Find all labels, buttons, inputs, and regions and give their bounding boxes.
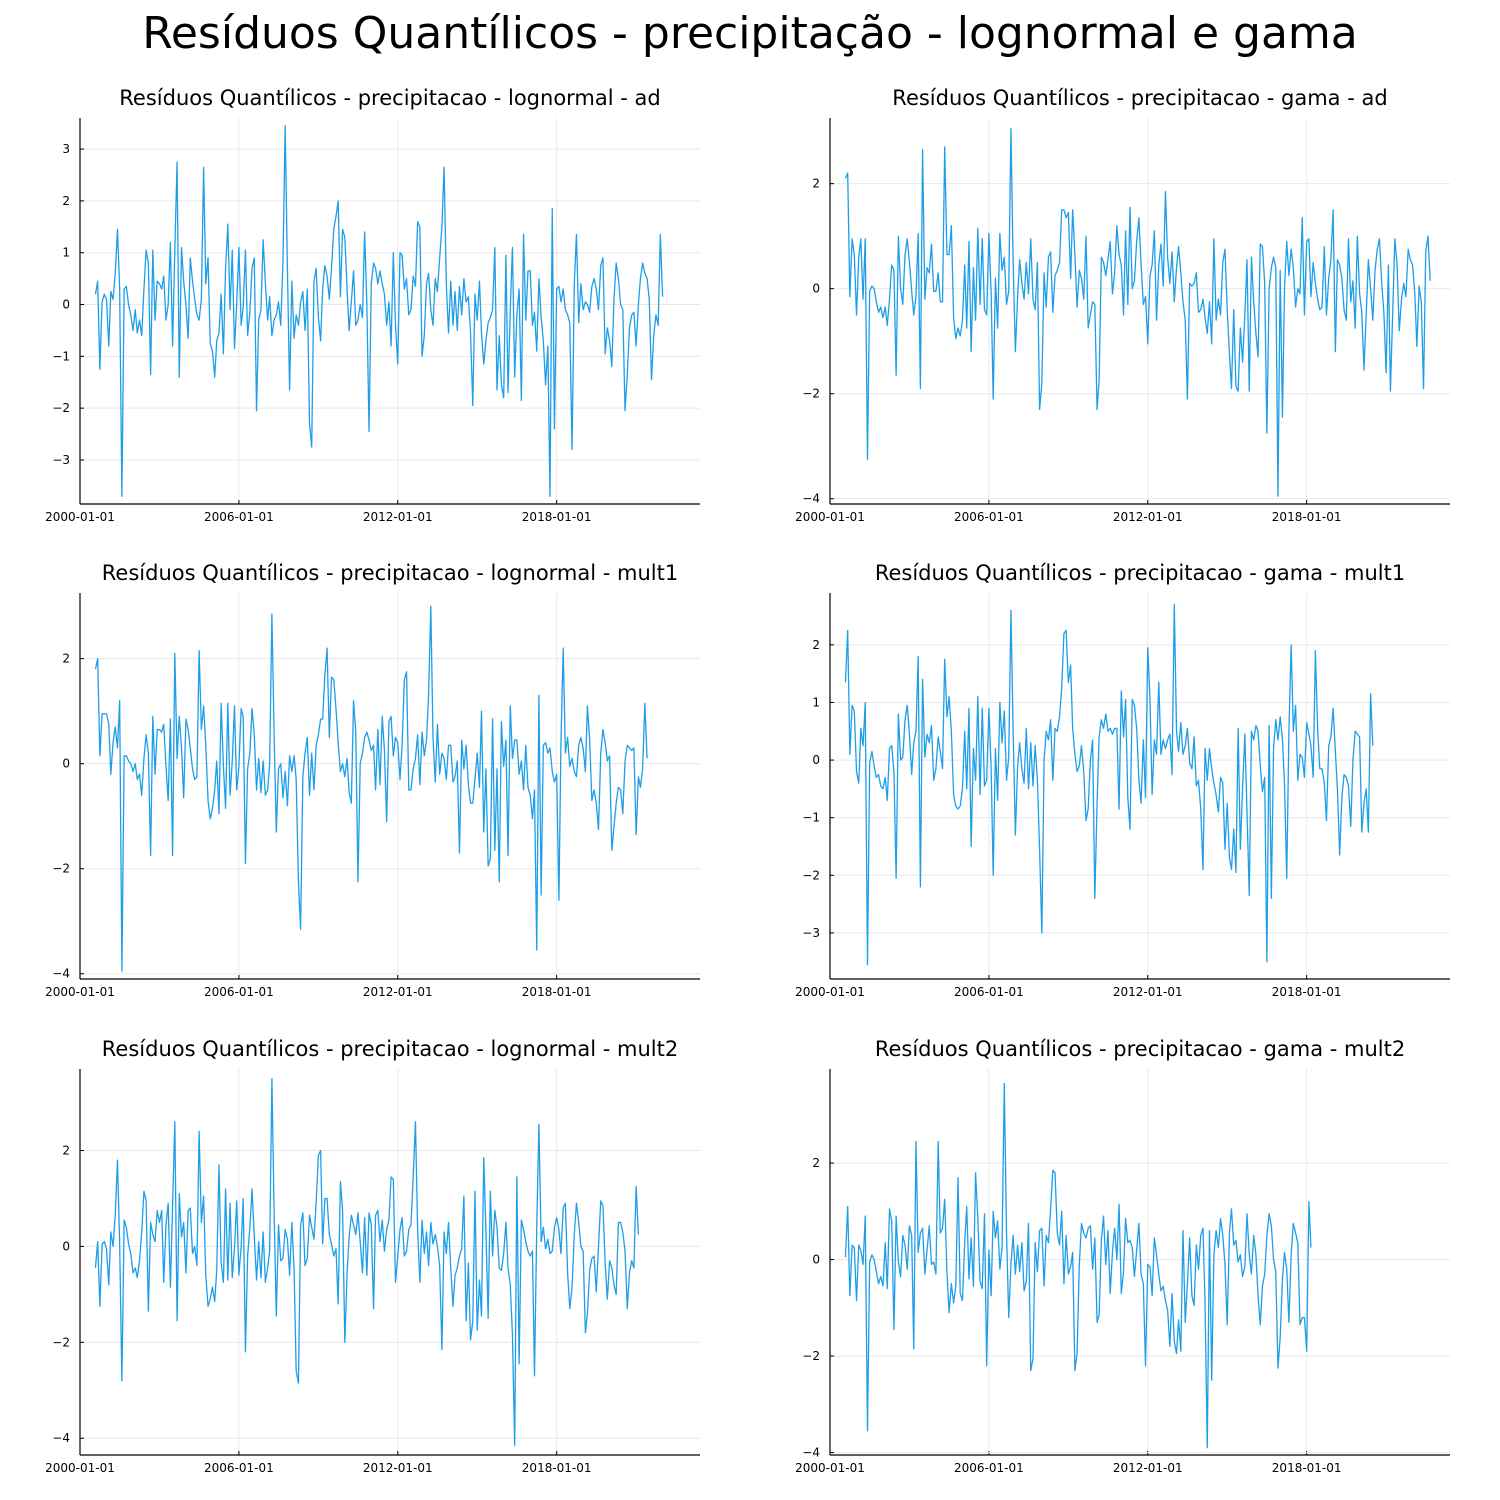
x-tick-label: 2000-01-01 — [45, 1461, 115, 1475]
y-tick-label: 0 — [62, 1239, 70, 1253]
panel-lognormal-mult1: Resíduos Quantílicos - precipitacao - lo… — [45, 561, 700, 999]
y-tick-label: 2 — [812, 177, 820, 191]
y-tick-label: 2 — [812, 1156, 820, 1170]
y-tick-label: −4 — [802, 1446, 820, 1460]
series-line — [844, 603, 1374, 966]
y-tick-label: −1 — [52, 349, 70, 363]
y-tick-label: 2 — [62, 1144, 70, 1158]
x-tick-label: 2018-01-01 — [522, 510, 592, 524]
plot-title: Resíduos Quantílicos - precipitacao - ga… — [892, 86, 1387, 110]
x-tick-label: 2018-01-01 — [522, 985, 592, 999]
x-tick-label: 2012-01-01 — [363, 1461, 433, 1475]
x-tick-label: 2012-01-01 — [1113, 1461, 1183, 1475]
series-line — [94, 125, 664, 497]
y-tick-label: 1 — [62, 246, 70, 260]
panel-lognormal-ad: Resíduos Quantílicos - precipitacao - lo… — [45, 86, 700, 524]
y-tick-label: −3 — [52, 453, 70, 467]
x-tick-label: 2000-01-01 — [45, 510, 115, 524]
plot-title: Resíduos Quantílicos - precipitacao - lo… — [119, 86, 660, 110]
y-tick-label: 2 — [62, 652, 70, 666]
y-tick-label: 0 — [62, 298, 70, 312]
plot-title: Resíduos Quantílicos - precipitacao - ga… — [875, 561, 1405, 585]
x-tick-label: 2006-01-01 — [954, 1461, 1024, 1475]
y-tick-label: −2 — [802, 387, 820, 401]
y-tick-label: −2 — [802, 868, 820, 882]
y-tick-label: 3 — [62, 142, 70, 156]
x-tick-label: 2006-01-01 — [204, 510, 274, 524]
y-tick-label: −4 — [52, 1431, 70, 1445]
plot-title: Resíduos Quantílicos - precipitacao - ga… — [875, 1037, 1405, 1061]
y-tick-label: −4 — [802, 492, 820, 506]
x-tick-label: 2018-01-01 — [1272, 510, 1342, 524]
series-line — [94, 605, 648, 972]
y-tick-label: 0 — [812, 282, 820, 296]
panel-gama-mult2: Resíduos Quantílicos - precipitacao - ga… — [795, 1037, 1450, 1475]
main-title: Resíduos Quantílicos - precipitação - lo… — [142, 8, 1358, 59]
x-tick-label: 2000-01-01 — [45, 985, 115, 999]
x-tick-label: 2006-01-01 — [204, 1461, 274, 1475]
y-tick-label: 0 — [62, 757, 70, 771]
series-line — [94, 1077, 640, 1447]
series-line — [844, 1082, 1312, 1449]
x-tick-label: 2006-01-01 — [954, 985, 1024, 999]
x-tick-label: 2012-01-01 — [1113, 510, 1183, 524]
x-tick-label: 2018-01-01 — [1272, 1461, 1342, 1475]
y-tick-label: −3 — [802, 926, 820, 940]
x-tick-label: 2006-01-01 — [204, 985, 274, 999]
x-tick-label: 2000-01-01 — [795, 510, 865, 524]
panel-gama-mult1: Resíduos Quantílicos - precipitacao - ga… — [795, 561, 1450, 999]
y-tick-label: 0 — [812, 753, 820, 767]
x-tick-label: 2012-01-01 — [363, 510, 433, 524]
y-tick-label: −2 — [52, 862, 70, 876]
x-tick-label: 2018-01-01 — [522, 1461, 592, 1475]
plot-title: Resíduos Quantílicos - precipitacao - lo… — [102, 1037, 678, 1061]
panel-gama-ad: Resíduos Quantílicos - precipitacao - ga… — [795, 86, 1450, 524]
x-tick-label: 2018-01-01 — [1272, 985, 1342, 999]
y-tick-label: −2 — [52, 1335, 70, 1349]
y-tick-label: −2 — [52, 401, 70, 415]
x-tick-label: 2000-01-01 — [795, 985, 865, 999]
y-tick-label: 1 — [812, 695, 820, 709]
plot-title: Resíduos Quantílicos - precipitacao - lo… — [102, 561, 678, 585]
y-tick-label: 0 — [812, 1253, 820, 1267]
y-tick-label: −4 — [52, 967, 70, 981]
series-line — [844, 127, 1431, 497]
y-tick-label: −1 — [802, 811, 820, 825]
x-tick-label: 2000-01-01 — [795, 1461, 865, 1475]
x-tick-label: 2006-01-01 — [954, 510, 1024, 524]
y-tick-label: 2 — [812, 638, 820, 652]
panel-lognormal-mult2: Resíduos Quantílicos - precipitacao - lo… — [45, 1037, 700, 1475]
x-tick-label: 2012-01-01 — [363, 985, 433, 999]
y-tick-label: −2 — [802, 1349, 820, 1363]
y-tick-label: 2 — [62, 194, 70, 208]
x-tick-label: 2012-01-01 — [1113, 985, 1183, 999]
